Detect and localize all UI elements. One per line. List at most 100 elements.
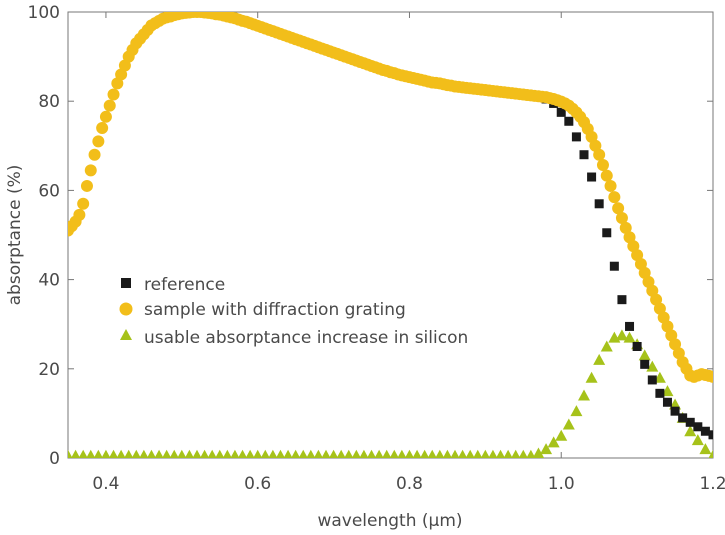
usable-increase-point bbox=[389, 449, 399, 458]
usable-increase-point bbox=[275, 449, 285, 458]
usable-increase-point bbox=[511, 449, 521, 458]
usable-increase-point bbox=[238, 449, 248, 458]
legend-label-sample: sample with diffraction grating bbox=[144, 300, 406, 320]
reference-point bbox=[655, 388, 665, 398]
y-tick-label: 0 bbox=[49, 449, 60, 469]
legend-marker-usable bbox=[120, 329, 132, 340]
usable-increase-point bbox=[526, 449, 536, 458]
legend: reference sample with diffraction gratin… bbox=[119, 275, 468, 348]
usable-increase-point bbox=[283, 449, 293, 458]
series-layer bbox=[68, 12, 725, 458]
usable-increase-point bbox=[480, 449, 490, 458]
usable-increase-point bbox=[382, 449, 392, 458]
usable-increase-point bbox=[465, 449, 475, 458]
usable-increase-point bbox=[442, 449, 452, 458]
x-tick-label: 1.2 bbox=[699, 474, 725, 494]
y-tick-label: 40 bbox=[38, 271, 60, 291]
usable-increase-point bbox=[184, 449, 194, 458]
sample-point bbox=[73, 208, 86, 221]
usable-increase-point bbox=[336, 449, 346, 458]
usable-increase-point bbox=[532, 447, 545, 458]
sample-point bbox=[604, 179, 617, 192]
usable-increase-point bbox=[116, 449, 126, 458]
usable-increase-point bbox=[578, 389, 590, 401]
usable-increase-point bbox=[653, 371, 666, 383]
usable-increase-point bbox=[570, 405, 583, 417]
usable-increase-point bbox=[374, 449, 384, 458]
usable-increase-point bbox=[169, 449, 179, 458]
usable-increase-point bbox=[540, 443, 553, 455]
y-axis-title: absorptance (%) bbox=[5, 165, 25, 306]
legend-label-usable: usable absorptance increase in silicon bbox=[144, 328, 468, 348]
usable-increase-point bbox=[313, 449, 323, 458]
usable-increase-point bbox=[260, 449, 270, 458]
legend-marker-sample bbox=[119, 302, 133, 316]
usable-increase-point bbox=[367, 449, 377, 458]
usable-increase-point bbox=[458, 449, 468, 458]
usable-increase-point bbox=[71, 449, 81, 458]
usable-increase-point bbox=[623, 331, 636, 343]
legend-marker-reference bbox=[121, 278, 131, 288]
usable-increase-point bbox=[268, 449, 278, 458]
reference-point bbox=[609, 261, 619, 271]
sample-point bbox=[608, 191, 621, 204]
usable-increase-point bbox=[329, 449, 339, 458]
usable-increase-point bbox=[359, 449, 369, 458]
usable-increase-point bbox=[615, 329, 628, 341]
usable-increase-point bbox=[200, 449, 210, 458]
usable-increase-point bbox=[222, 449, 232, 458]
usable-increase-point bbox=[420, 449, 430, 458]
sample-point bbox=[619, 221, 632, 234]
usable-increase-point bbox=[435, 449, 445, 458]
reference-point bbox=[700, 426, 710, 436]
sample-point bbox=[600, 169, 613, 182]
sample-point bbox=[593, 148, 606, 161]
usable-increase-point bbox=[638, 349, 651, 361]
reference-point bbox=[708, 430, 713, 440]
usable-increase-point bbox=[78, 449, 88, 458]
plot-frame bbox=[67, 11, 714, 459]
usable-increase-point bbox=[139, 449, 149, 458]
usable-increase-point bbox=[412, 449, 422, 458]
usable-increase-point bbox=[230, 449, 240, 458]
x-tick-label: 1.0 bbox=[548, 474, 575, 494]
reference-point bbox=[602, 228, 612, 238]
reference-point bbox=[678, 413, 688, 423]
usable-increase-point bbox=[397, 449, 407, 458]
series-circle bbox=[68, 12, 713, 383]
usable-increase-point bbox=[131, 449, 141, 458]
usable-increase-point bbox=[518, 449, 528, 458]
plot-area bbox=[67, 11, 714, 459]
usable-increase-point bbox=[585, 371, 598, 383]
sample-point bbox=[96, 121, 109, 134]
y-tick-label: 60 bbox=[38, 181, 60, 201]
usable-increase-point bbox=[321, 449, 331, 458]
usable-increase-point bbox=[162, 449, 172, 458]
usable-increase-point bbox=[68, 449, 73, 458]
x-tick-label: 0.8 bbox=[396, 474, 423, 494]
reference-point bbox=[716, 433, 725, 442]
usable-increase-point bbox=[306, 449, 316, 458]
usable-increase-point bbox=[503, 449, 513, 458]
usable-increase-point bbox=[146, 449, 156, 458]
reference-point bbox=[640, 359, 650, 369]
reference-point bbox=[670, 406, 680, 416]
reference-point bbox=[625, 321, 635, 331]
reference-point bbox=[556, 107, 566, 117]
reference-point bbox=[571, 132, 581, 142]
usable-increase-point bbox=[691, 434, 704, 446]
reference-point bbox=[647, 375, 657, 385]
sample-point bbox=[707, 370, 713, 383]
y-tick-label: 20 bbox=[38, 360, 60, 380]
usable-increase-point bbox=[562, 418, 575, 430]
usable-increase-point bbox=[86, 449, 96, 458]
sample-point bbox=[103, 99, 116, 112]
usable-increase-point bbox=[101, 449, 111, 458]
usable-increase-point bbox=[154, 449, 164, 458]
usable-increase-point bbox=[427, 449, 437, 458]
sample-point bbox=[107, 88, 120, 101]
y-tick-label: 100 bbox=[28, 3, 60, 23]
reference-point bbox=[693, 422, 703, 432]
